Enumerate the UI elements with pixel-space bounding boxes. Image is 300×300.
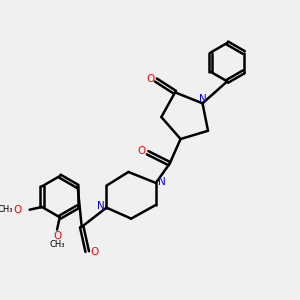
Text: CH₃: CH₃: [49, 240, 65, 249]
Text: CH₃: CH₃: [0, 205, 13, 214]
Text: O: O: [137, 146, 146, 156]
Text: O: O: [53, 231, 61, 241]
Text: N: N: [97, 201, 104, 211]
Text: N: N: [199, 94, 206, 104]
Text: O: O: [90, 247, 98, 256]
Text: O: O: [146, 74, 154, 84]
Text: O: O: [13, 205, 21, 215]
Text: N: N: [158, 177, 166, 187]
